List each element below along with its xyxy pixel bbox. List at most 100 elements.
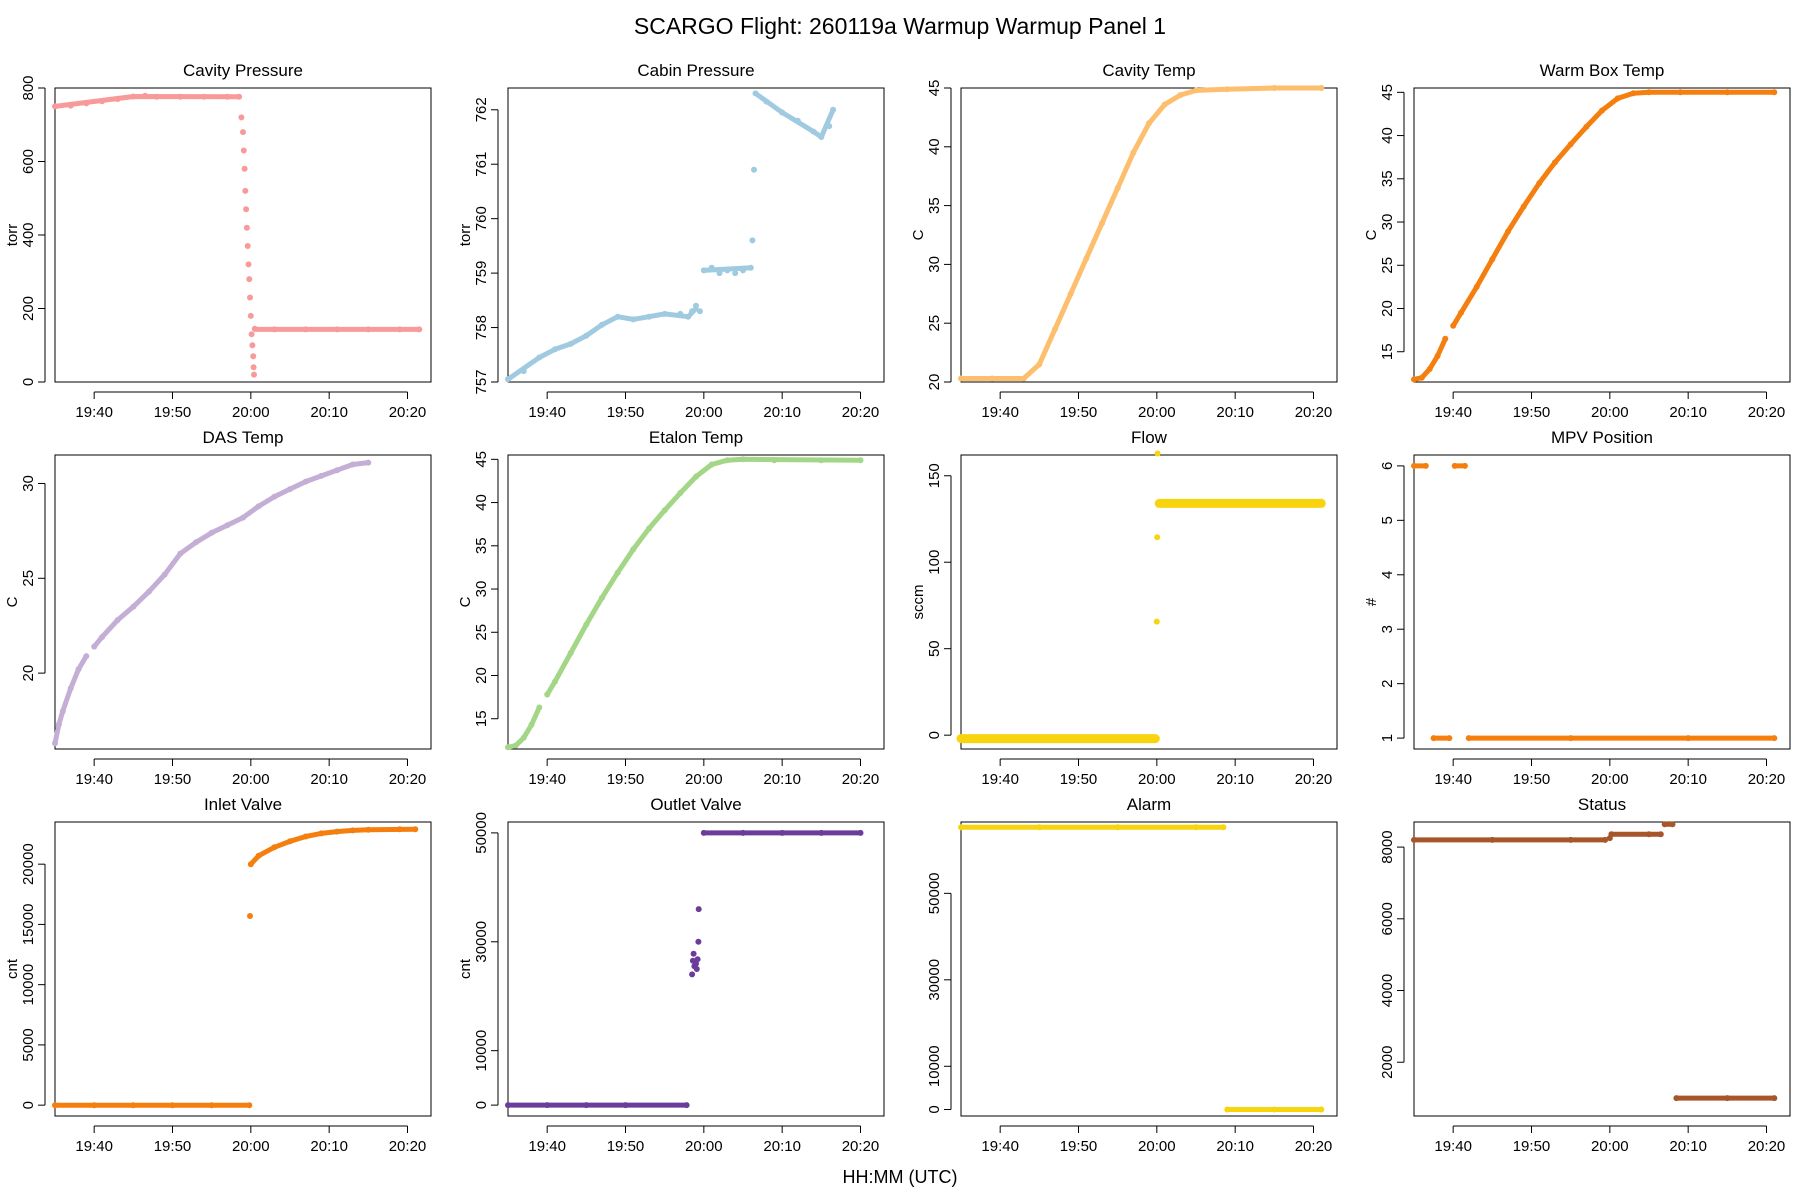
cabin-pressure-data-point (677, 310, 684, 317)
cavity-pressure-data-point (241, 165, 248, 172)
flow-data-point (997, 735, 1004, 742)
inlet-valve-y-tick-label: 15000 (20, 904, 37, 946)
outlet-valve-y-tick-label: 0 (473, 1101, 490, 1109)
alarm-x-tick-label: 20:00 (1138, 1138, 1176, 1155)
cavity-pressure-data-point (416, 326, 423, 333)
das-temp-data-point (302, 478, 309, 485)
status-y-tick-label: 6000 (1379, 902, 1396, 935)
inlet-valve-data-point (396, 826, 403, 833)
mpv-position-x-tick-label: 19:40 (1434, 771, 1472, 788)
das-temp-data-point (59, 708, 66, 715)
cavity-pressure-data-point (396, 326, 403, 333)
inlet-valve-y-tick-label: 5000 (20, 1028, 37, 1061)
outlet-valve-data-point (700, 829, 707, 836)
cabin-pressure-data-point (696, 308, 703, 315)
cabin-pressure-data-point (752, 90, 759, 97)
cavity-pressure-title: Cavity Pressure (183, 61, 303, 80)
cavity-pressure-data-point (243, 224, 250, 231)
cavity-pressure-y-tick-label: 400 (20, 222, 37, 247)
outlet-valve-x-tick-label: 19:40 (528, 1138, 566, 1155)
cavity-pressure-data-point (240, 129, 246, 136)
mpv-position-plot-frame (1413, 454, 1791, 750)
cavity-pressure-data-point (251, 325, 258, 332)
cabin-pressure-data-point (763, 98, 770, 105)
etalon-temp-data-point (693, 473, 699, 480)
cabin-pressure-x-tick-label: 20:20 (842, 404, 880, 421)
cavity-pressure-data-point (114, 96, 121, 102)
mpv-position-data-point (1430, 735, 1437, 742)
cavity-pressure-data-point (245, 261, 252, 268)
outlet-valve-data-point (695, 938, 702, 945)
cavity-pressure-data-point (251, 371, 257, 378)
alarm-title: Alarm (1127, 795, 1171, 814)
das-temp-data-point (224, 522, 231, 529)
etalon-temp-data-point (614, 569, 621, 576)
cavity-temp-x-tick-label: 20:00 (1138, 404, 1176, 421)
flow-data-point (1318, 498, 1325, 505)
cavity-pressure-data-point (99, 98, 105, 105)
panel-cabin-pressure: Cabin Pressure torr 19:40 19:50 20:00 20:10 20… (457, 61, 885, 421)
cabin-pressure-series-band (505, 306, 699, 382)
cavity-temp-data-point (1020, 375, 1027, 382)
cavity-temp-data-point (1036, 361, 1043, 368)
cavity-pressure-data-point (142, 92, 149, 99)
status-x-tick-label: 20:10 (1669, 1138, 1707, 1155)
flow-data-point (1193, 499, 1199, 506)
das-temp-x-tick-label: 19:50 (154, 771, 192, 788)
cabin-pressure-data-point (646, 313, 652, 320)
panel-das-temp: DAS Temp C 19:40 19:50 20:00 20:10 20:20 20 25 30 (4, 428, 432, 788)
das-temp-data-point (318, 472, 325, 479)
das-temp-data-point (208, 529, 215, 536)
cabin-pressure-x-tick-label: 20:00 (685, 404, 723, 421)
etalon-temp-y-tick-label: 30 (473, 581, 490, 598)
das-temp-data-point (83, 653, 90, 660)
etalon-temp-x-tick-label: 19:40 (528, 771, 566, 788)
outlet-valve-x-tick-label: 20:00 (685, 1138, 723, 1155)
warm-box-temp-data-point (1630, 90, 1637, 97)
cavity-pressure-data-point (246, 276, 253, 283)
inlet-valve-data-point (91, 1102, 98, 1109)
inlet-valve-y-tick-label: 10000 (20, 964, 37, 1006)
warm-box-temp-y-tick-label: 40 (1379, 127, 1396, 144)
mpv-position-data-point (1465, 735, 1472, 742)
das-temp-ylabel: C (4, 596, 21, 607)
mpv-position-y-tick-label: 2 (1379, 679, 1396, 687)
etalon-temp-y-tick-label: 20 (473, 667, 490, 684)
das-temp-data-point (349, 461, 356, 468)
cavity-pressure-data-point (334, 326, 340, 333)
alarm-data-point (1220, 824, 1227, 831)
etalon-temp-x-tick-label: 20:00 (685, 771, 723, 788)
inlet-valve-x-tick-label: 20:00 (232, 1138, 270, 1155)
alarm-y-tick-label: 30000 (926, 959, 943, 1001)
cabin-pressure-data-point (751, 166, 757, 173)
cabin-pressure-data-point (708, 264, 715, 271)
cavity-temp-data-point (1161, 101, 1168, 108)
flow-ylabel: sccm (910, 585, 927, 620)
cavity-temp-data-point (1224, 86, 1231, 93)
panel-warm-box-temp: Warm Box Temp C 19:40 19:50 20:00 20:10 20:20 1… (1363, 61, 1791, 421)
warm-box-temp-series-band (1411, 336, 1448, 382)
cavity-temp-x-tick-label: 20:20 (1295, 404, 1333, 421)
mpv-position-data-point (1422, 462, 1429, 469)
mpv-position-y-tick-label: 5 (1379, 516, 1396, 524)
inlet-valve-data-point (247, 861, 254, 868)
cabin-pressure-data-point (830, 106, 837, 113)
alarm-data-point (958, 824, 964, 831)
cavity-pressure-x-tick-label: 20:00 (232, 404, 270, 421)
cavity-pressure-data-point (83, 100, 90, 107)
cavity-pressure-data-point (177, 93, 184, 100)
cavity-pressure-data-point (242, 187, 249, 194)
flow-x-tick-label: 19:50 (1060, 771, 1098, 788)
inlet-valve-data-point (334, 828, 340, 835)
panel-etalon-temp: Etalon Temp C 19:40 19:50 20:00 20:10 20:20 15 2… (457, 428, 885, 788)
cavity-pressure-series-band (52, 94, 242, 109)
warm-box-temp-y-tick-label: 15 (1379, 343, 1396, 360)
etalon-temp-data-point (677, 490, 684, 496)
warm-box-temp-data-point (1614, 95, 1621, 102)
cavity-pressure-ylabel: torr (4, 224, 21, 247)
outlet-valve-plot-frame (507, 821, 885, 1117)
flow-data-point (1075, 737, 1082, 743)
figure-xlabel: HH:MM (UTC) (843, 1167, 958, 1187)
panel-flow: Flow sccm 19:40 19:50 20:00 20:10 20:20 0 50 100 1… (910, 428, 1338, 788)
